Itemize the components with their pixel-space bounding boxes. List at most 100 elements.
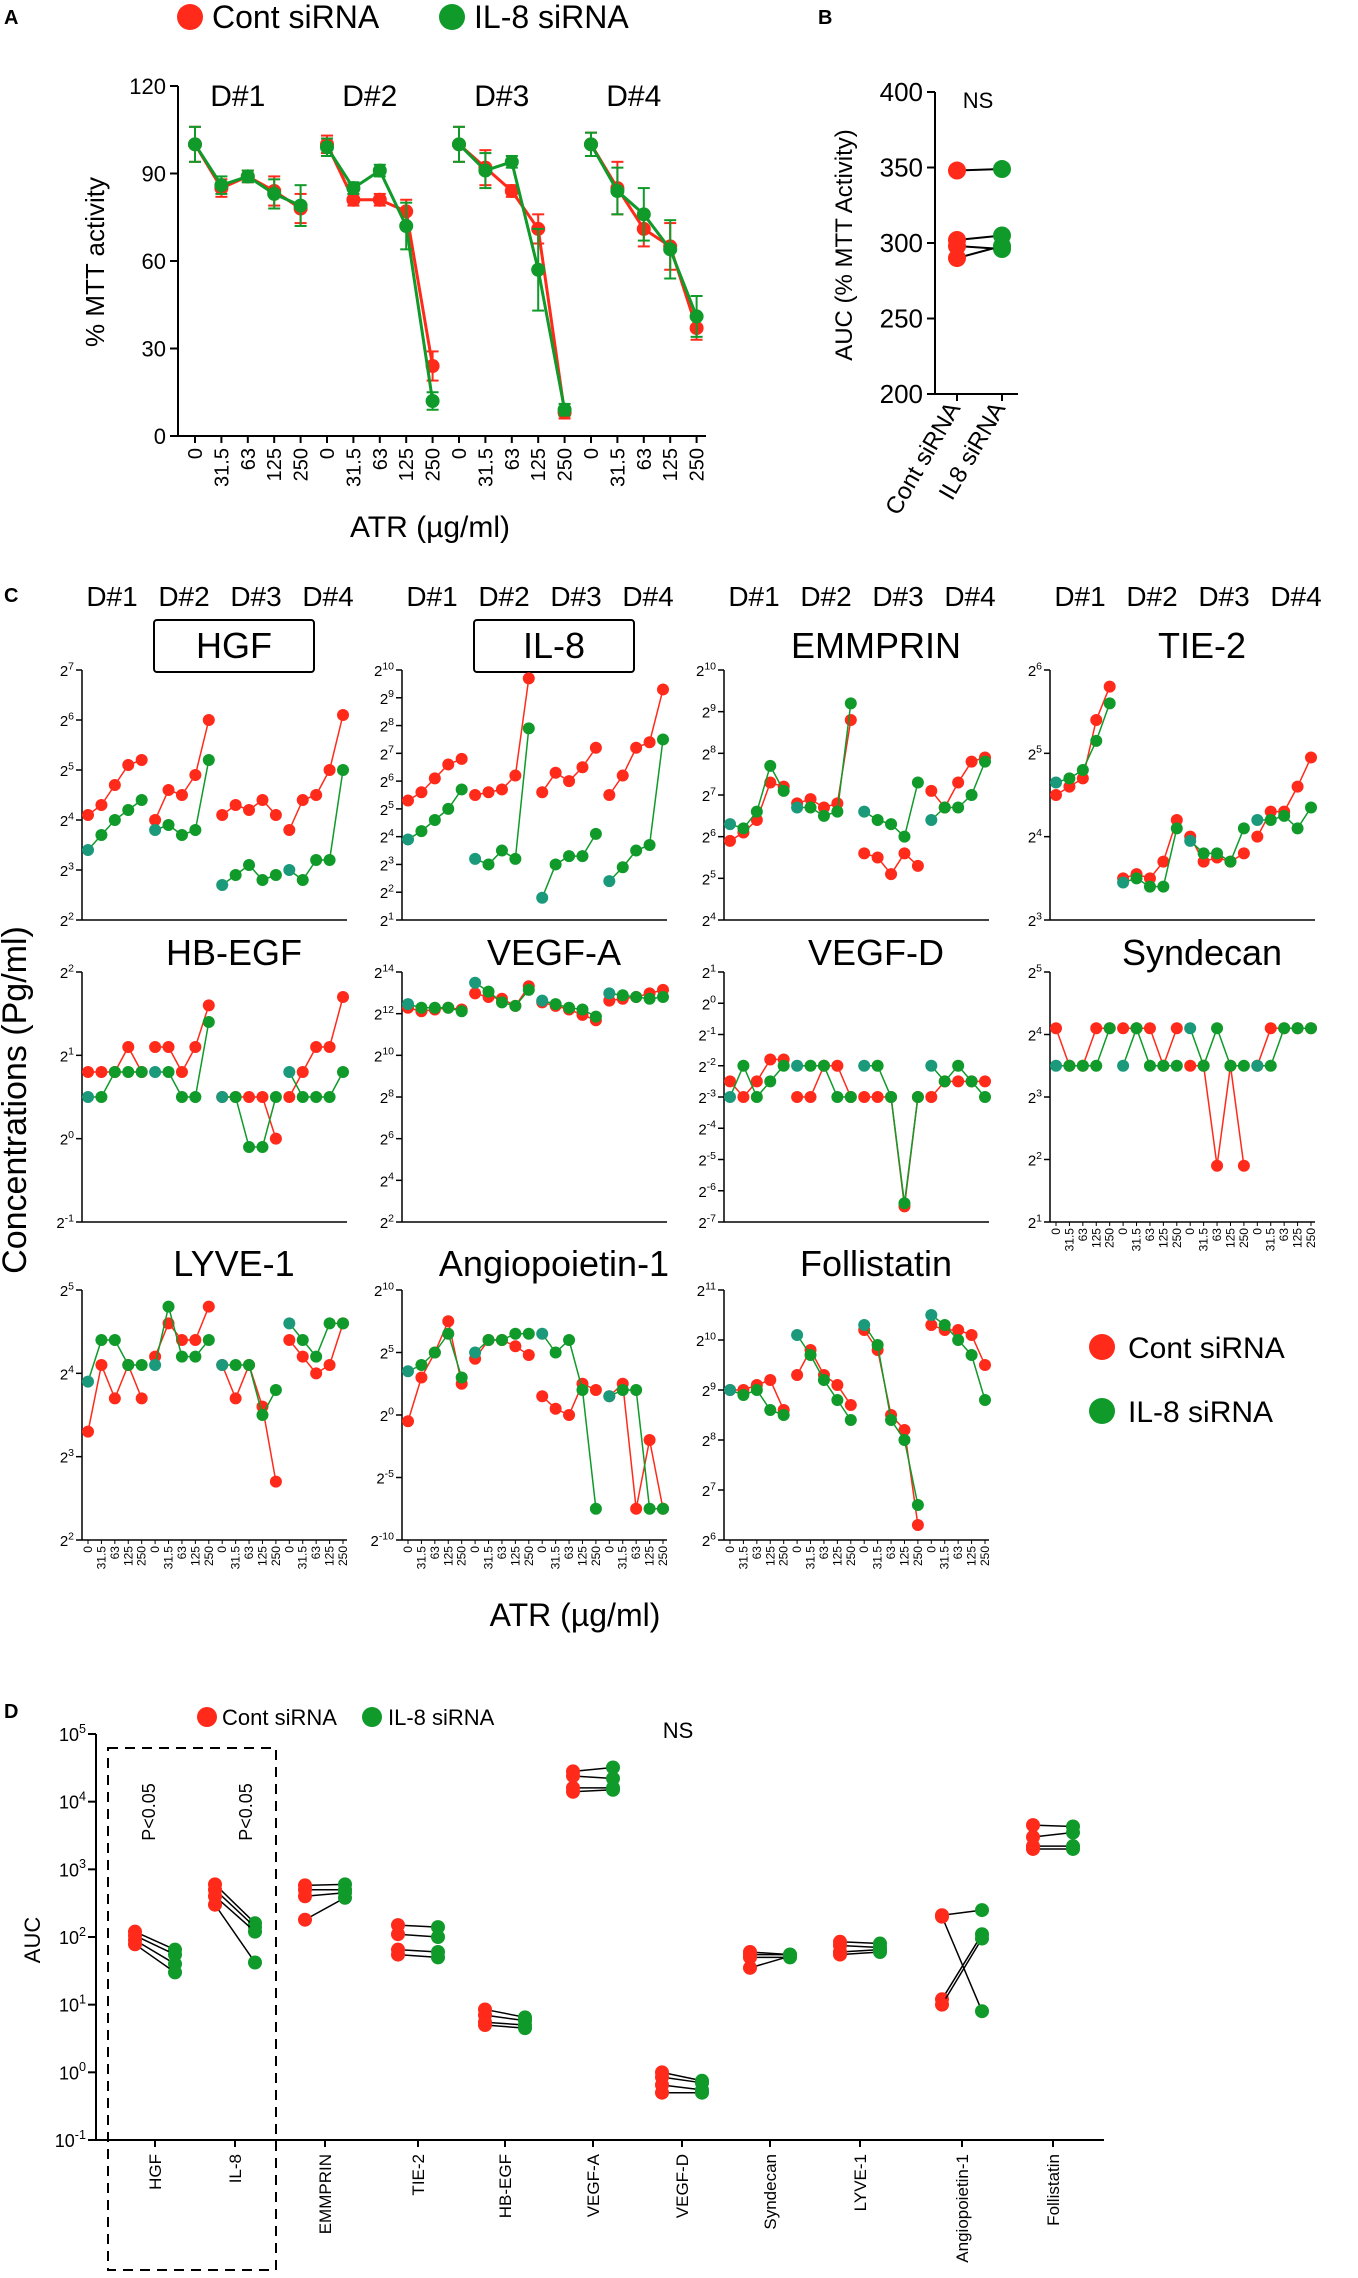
data-point-cont [898, 847, 911, 860]
legend-cont-label: Cont siRNA [222, 1705, 337, 1730]
data-point-il8 [663, 242, 678, 257]
data-point-cont [1237, 1159, 1250, 1172]
data-point-il8 [189, 1091, 202, 1103]
x-tick-label: 0 [185, 448, 207, 459]
data-point-il8 [1103, 697, 1116, 710]
data-point-il8 [603, 987, 616, 1000]
data-point-cont [764, 1374, 777, 1386]
pair-line [134, 1943, 176, 1973]
x-tick-label: 63 [750, 1546, 764, 1560]
data-point-cont [1170, 814, 1183, 826]
title-box [153, 619, 315, 673]
data-point-il8 [695, 2085, 709, 2100]
data-point-il8 [1251, 814, 1264, 826]
data-point-il8 [536, 1327, 549, 1340]
y-tick-label: 22 [60, 1530, 74, 1550]
pair-line [214, 1895, 256, 1933]
data-point-il8 [1050, 776, 1062, 789]
data-point-il8 [616, 1384, 629, 1396]
data-point-cont [149, 814, 162, 826]
y-tick-label: 24 [60, 810, 74, 830]
data-point-cont [208, 1897, 222, 1912]
data-point-il8 [122, 1359, 135, 1371]
data-point-il8 [482, 858, 495, 871]
series-line-il8 [541, 1333, 597, 1509]
donor-label: D#3 [474, 80, 529, 113]
data-point-il8 [478, 163, 493, 178]
y-tick-label: 2-1 [698, 1025, 716, 1045]
data-point-il8 [925, 1309, 938, 1321]
data-point-il8 [1143, 880, 1156, 893]
data-point-il8 [1130, 1022, 1143, 1035]
data-point-il8 [844, 697, 857, 710]
x-tick-label: 31.5 [475, 448, 497, 487]
data-point-cont [522, 1349, 535, 1361]
data-point-cont [1143, 1022, 1156, 1035]
y-tick-label: 20 [380, 1405, 394, 1425]
data-point-il8 [216, 879, 229, 891]
data-point-il8 [993, 237, 1011, 256]
pair-line [304, 1897, 346, 1921]
y-tick-label: 2-1 [56, 1212, 74, 1232]
data-point-cont [630, 1502, 643, 1515]
data-point-il8 [871, 814, 884, 826]
data-point-il8 [283, 864, 296, 876]
data-point-il8 [871, 1059, 884, 1072]
data-point-cont [415, 786, 428, 799]
y-tick-label: 25 [380, 799, 394, 819]
data-point-cont [495, 783, 508, 796]
data-point-cont [323, 1359, 336, 1371]
x-tick-label: Angiopoietin-1 [953, 2154, 972, 2263]
data-point-il8 [777, 1059, 790, 1072]
data-point-il8 [750, 1384, 763, 1396]
legend-il8-marker [439, 4, 465, 30]
y-tick-label: 21 [60, 1046, 74, 1066]
data-point-cont [885, 868, 898, 881]
data-point-cont [310, 1367, 323, 1380]
data-point-cont [469, 789, 482, 801]
data-point-il8 [402, 998, 414, 1011]
x-tick-label: 63 [1277, 1228, 1291, 1242]
x-tick-label: Syndecan [761, 2154, 780, 2230]
data-point-il8 [202, 1016, 215, 1028]
data-point-cont [372, 192, 387, 207]
data-point-il8 [1090, 1059, 1103, 1072]
panel-title: TIE-2 [1158, 625, 1246, 666]
y-tick-label: 23 [60, 1447, 74, 1467]
ns-label: NS [963, 88, 994, 113]
data-point-il8 [431, 1920, 445, 1935]
data-point-il8 [149, 824, 162, 836]
data-point-il8 [240, 169, 255, 184]
data-point-il8 [536, 891, 549, 904]
x-tick-label: 125 [396, 448, 418, 481]
data-point-il8 [1103, 1022, 1116, 1035]
x-tick-label: 0 [535, 1546, 549, 1553]
data-point-il8 [911, 1499, 924, 1511]
data-point-il8 [168, 1965, 182, 1980]
data-point-cont [175, 1066, 188, 1078]
data-point-cont [743, 1960, 757, 1975]
data-point-il8 [898, 830, 911, 843]
data-point-il8 [979, 1091, 991, 1103]
data-point-cont [536, 1390, 549, 1403]
x-tick-label: 31.5 [938, 1546, 952, 1570]
data-point-cont [296, 1066, 309, 1078]
data-point-il8 [549, 858, 562, 871]
data-point-cont [1090, 1022, 1103, 1035]
data-point-cont [750, 814, 763, 826]
data-point-il8 [1143, 1059, 1156, 1072]
y-tick-label: 29 [702, 1380, 716, 1400]
data-point-il8 [243, 1141, 256, 1153]
data-point-il8 [122, 1066, 135, 1078]
data-point-cont [871, 1091, 884, 1103]
x-tick-label: 125 [1223, 1228, 1237, 1248]
data-point-il8 [1117, 876, 1130, 889]
x-tick-label: IL-8 [226, 2154, 245, 2183]
data-point-il8 [589, 1502, 602, 1515]
data-point-il8 [938, 801, 951, 814]
data-point-il8 [216, 1359, 229, 1371]
data-point-il8 [584, 137, 598, 152]
data-point-cont [589, 741, 602, 754]
data-point-cont [804, 793, 817, 806]
y-tick-label: 25 [702, 869, 716, 889]
